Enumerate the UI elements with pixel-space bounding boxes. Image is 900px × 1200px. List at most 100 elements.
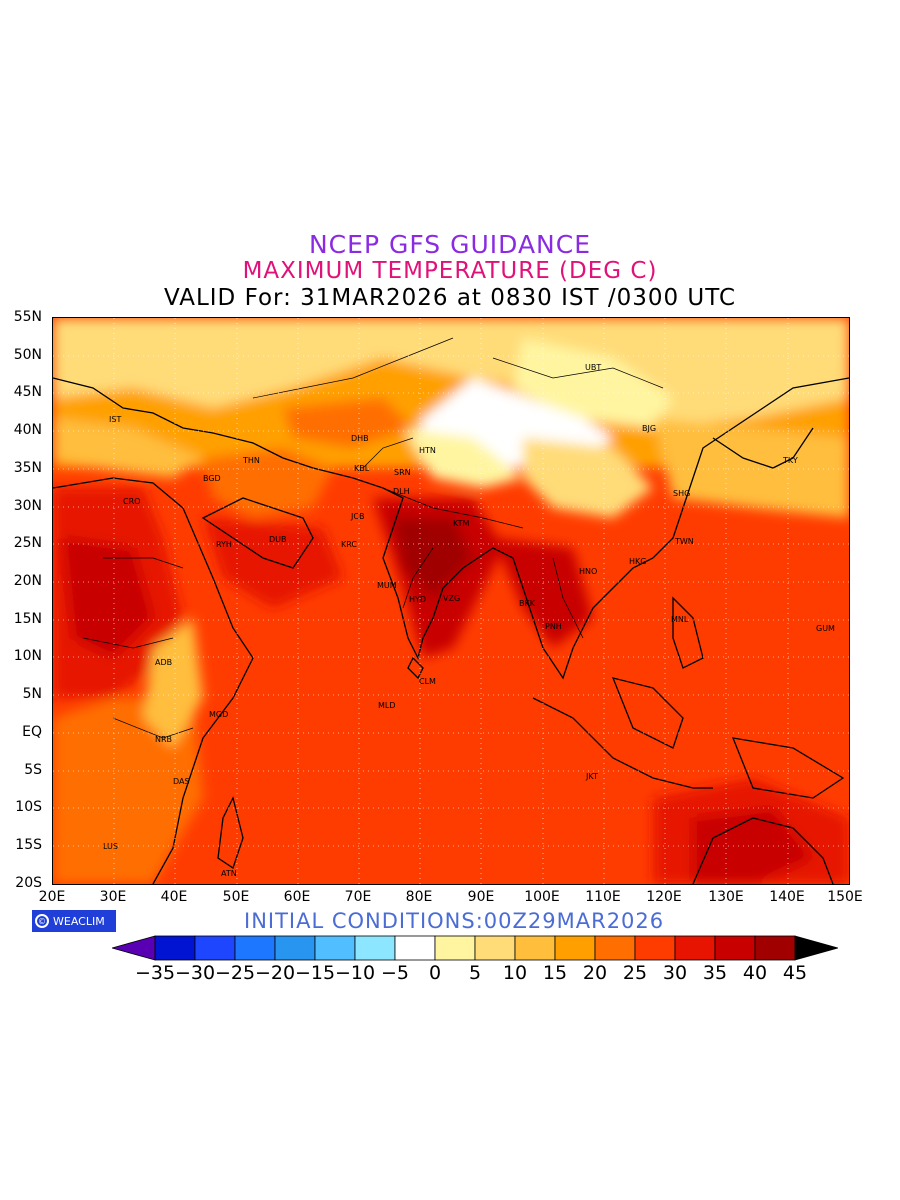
color-bar-swatch [354, 935, 396, 961]
map-subtitle: MAXIMUM TEMPERATURE (DEG C) [242, 258, 658, 284]
country-borders [82, 337, 664, 739]
color-bar-tick-label: 0 [428, 962, 442, 984]
lon-label-100e: 100E [524, 889, 560, 905]
lat-label-55n: 55N [13, 309, 42, 325]
city-label: VZG [443, 594, 460, 603]
city-label: DLH [393, 487, 410, 496]
lon-label-130e: 130E [708, 889, 744, 905]
color-bar-tick-label: 20 [582, 962, 608, 984]
weaclim-logo[interactable]: © WEACLIM [32, 910, 116, 932]
lon-label-60e: 60E [283, 889, 311, 905]
lon-label-20e: 20E [38, 889, 66, 905]
city-label: ADB [155, 658, 172, 667]
initial-conditions: INITIAL CONDITIONS:00Z29MAR2026 [244, 909, 665, 933]
city-label: MLD [378, 701, 396, 710]
lon-label-120e: 120E [646, 889, 682, 905]
color-bar-tick-label: 40 [742, 962, 768, 984]
lon-label-150e: 150E [827, 889, 863, 905]
city-label: ATN [221, 869, 237, 878]
lat-label-15s: 15S [15, 837, 42, 853]
city-label: DAS [173, 777, 190, 786]
color-bar-swatch [234, 935, 276, 961]
lon-label-80e: 80E [405, 889, 433, 905]
color-bar-max-arrow [794, 935, 838, 961]
city-label: MNL [671, 615, 689, 624]
city-label: BJG [642, 424, 656, 433]
color-bar-tick-label: −35 [134, 962, 176, 984]
city-label: BGD [203, 474, 221, 483]
color-bar-swatch [514, 935, 556, 961]
color-bar-tick-label: −25 [214, 962, 256, 984]
valid-time: VALID For: 31MAR2026 at 0830 IST /0300 U… [163, 285, 737, 311]
color-bar-swatch [754, 935, 796, 961]
lat-label-35n: 35N [13, 460, 42, 476]
color-bar-tick-label: −5 [380, 962, 410, 984]
city-label: BKK [519, 599, 536, 608]
color-bar-tick-label: 35 [702, 962, 728, 984]
color-bar-swatch [154, 935, 196, 961]
temperature-map[interactable]: UBT BJG TKY SHG TWN HKG HNO BKK PNH MNL … [52, 317, 850, 885]
city-label: MUM [377, 581, 397, 590]
city-label: CLM [419, 677, 436, 686]
city-label: MGD [209, 710, 228, 719]
color-bar-swatch [394, 935, 436, 961]
color-bar-swatch [714, 935, 756, 961]
lat-label-45n: 45N [13, 384, 42, 400]
color-bar-tick-label: 10 [502, 962, 528, 984]
color-bar-tick-label: 15 [542, 962, 568, 984]
city-label: KBL [354, 464, 370, 473]
lat-label-eq: EQ [22, 724, 42, 740]
city-label: HKG [629, 557, 646, 566]
lon-label-90e: 90E [467, 889, 495, 905]
color-bar-tick-label: −10 [334, 962, 376, 984]
color-bar-min-arrow [112, 935, 156, 961]
lon-label-140e: 140E [769, 889, 805, 905]
lon-label-110e: 110E [585, 889, 621, 905]
city-label: KTM [453, 519, 470, 528]
color-bar-swatch [274, 935, 316, 961]
color-bar-tick-label: 30 [662, 962, 688, 984]
lon-label-40e: 40E [160, 889, 188, 905]
color-bar-tick-label: 25 [622, 962, 648, 984]
city-label: DHB [351, 434, 369, 443]
color-bar-tick-label: 5 [468, 962, 482, 984]
city-label: TWN [674, 537, 694, 546]
color-bar-tick-label: −15 [294, 962, 336, 984]
lat-label-5s: 5S [24, 762, 42, 778]
color-bar-swatch [554, 935, 596, 961]
logo-text: WEACLIM [53, 914, 105, 928]
city-label: CRO [123, 497, 140, 506]
color-bar-swatch [194, 935, 236, 961]
city-label: HTN [419, 446, 436, 455]
color-bar-swatch [594, 935, 636, 961]
city-label: JCB [350, 512, 364, 521]
lat-label-10n: 10N [13, 648, 42, 664]
lat-label-20s: 20S [15, 875, 42, 891]
color-bar-swatch [674, 935, 716, 961]
city-label: PNH [545, 622, 562, 631]
city-label: SHG [673, 489, 690, 498]
lat-label-15n: 15N [13, 611, 42, 627]
city-label: JKT [585, 772, 598, 781]
lat-label-25n: 25N [13, 535, 42, 551]
city-label: GUM [816, 624, 835, 633]
color-bar-swatch [634, 935, 676, 961]
map-canvas: UBT BJG TKY SHG TWN HKG HNO BKK PNH MNL … [53, 318, 849, 884]
city-label: THN [242, 456, 260, 465]
lat-label-5n: 5N [22, 686, 42, 702]
city-label: HNO [579, 567, 597, 576]
lat-label-10s: 10S [15, 799, 42, 815]
color-bar-tick-label: −20 [254, 962, 296, 984]
city-label: HYD [409, 595, 426, 604]
city-labels: UBT BJG TKY SHG TWN HKG HNO BKK PNH MNL … [103, 363, 835, 878]
color-bar [112, 935, 838, 961]
city-label: RYH [216, 540, 232, 549]
lon-label-70e: 70E [344, 889, 372, 905]
city-label: IST [109, 415, 121, 424]
lat-label-50n: 50N [13, 347, 42, 363]
color-bar-swatch [474, 935, 516, 961]
lon-label-50e: 50E [222, 889, 250, 905]
city-label: TKY [782, 456, 798, 465]
lat-label-20n: 20N [13, 573, 42, 589]
city-label: NRB [155, 735, 172, 744]
